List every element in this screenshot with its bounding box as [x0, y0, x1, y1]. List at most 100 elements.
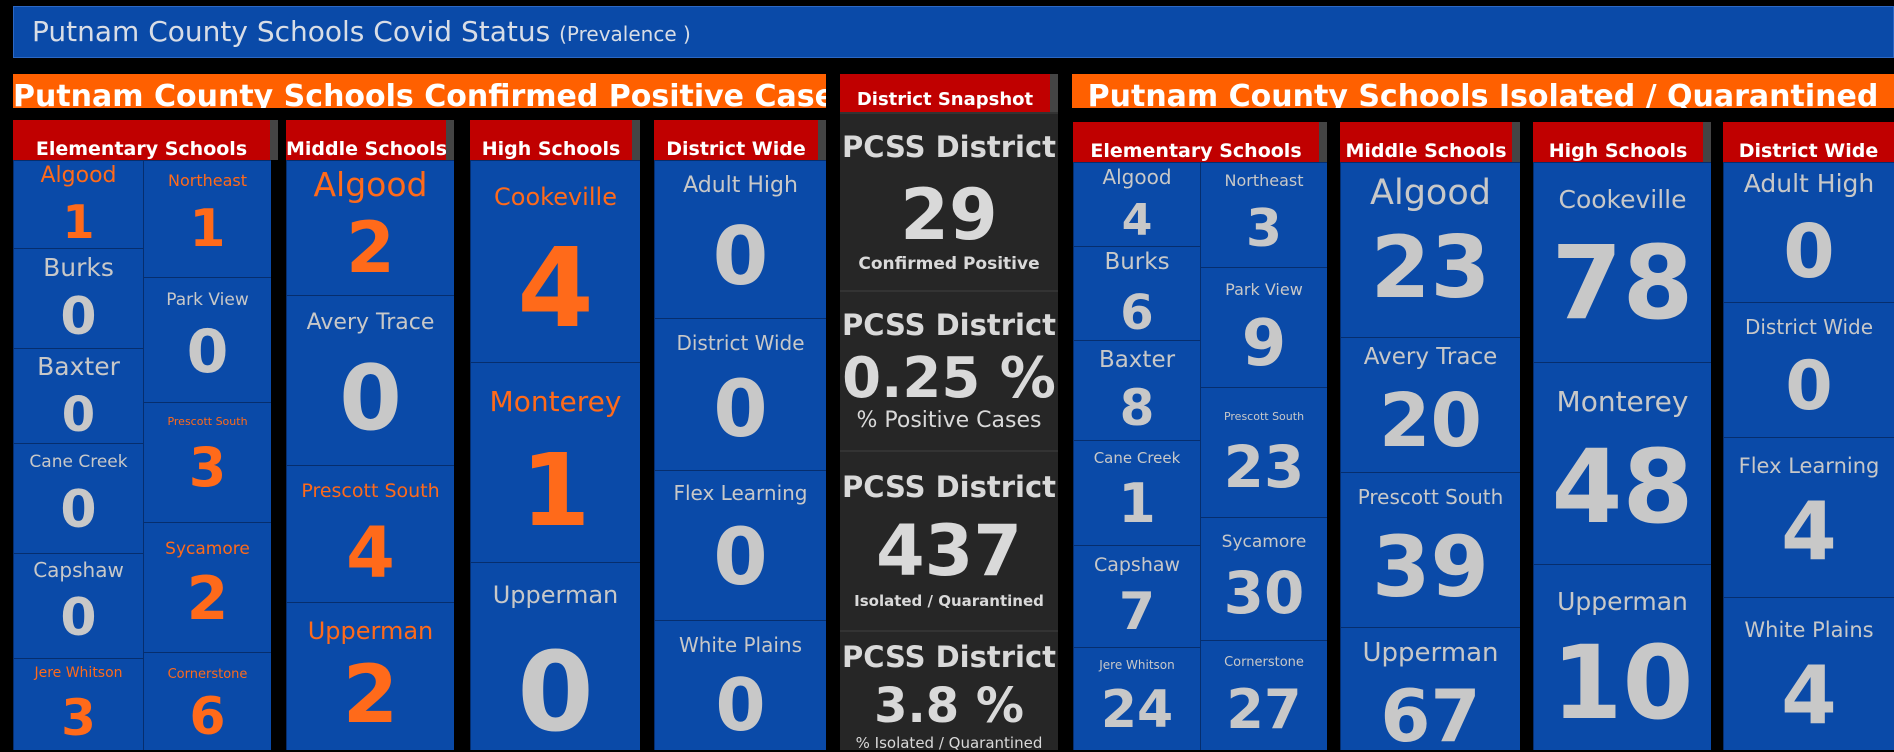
tile-label: Algood [1370, 173, 1491, 213]
positive-tile-baxter: Baxter 0 [13, 348, 143, 443]
snapshot-value: 3.8 % [874, 678, 1024, 734]
tile-label: Cornerstone [1224, 655, 1304, 670]
snapshot-label: % Positive Cases [856, 408, 1042, 433]
tile-label: Prescott South [1223, 410, 1305, 423]
isolated-tile-high-monterey: Monterey 48 [1533, 362, 1711, 564]
snapshot-title: PCSS District [841, 470, 1057, 504]
tile-value: 3 [1245, 199, 1283, 259]
tile-value: 0 [61, 387, 96, 443]
positive-tile-burks: Burks 0 [13, 248, 143, 348]
tile-value: 39 [1372, 518, 1489, 616]
positive-tile-high-monterey: Monterey 1 [470, 362, 640, 562]
positive-tile-adult-high: Adult High 0 [654, 160, 826, 318]
isolated-tile-sycamore: Sycamore 30 [1200, 517, 1327, 640]
positive-tile-cornerstone: Cornerstone 6 [143, 652, 271, 750]
isolated-tile-capshaw: Capshaw 7 [1073, 545, 1200, 647]
tile-value: 7 [1118, 582, 1156, 642]
positive-tile-middle-prescott-south: Prescott South 4 [286, 465, 454, 602]
tile-value: 0 [517, 628, 594, 750]
isolated-tile-northeast: Northeast 3 [1200, 162, 1327, 267]
positive-tile-capshaw: Capshaw 0 [13, 553, 143, 658]
tile-label: Baxter [37, 352, 120, 381]
snapshot-header: District Snapshot [840, 74, 1058, 112]
positive-cases-banner: Putnam County Schools Confirmed Positive… [13, 74, 826, 108]
tile-value: 20 [1379, 378, 1482, 464]
tile-label: Northeast [1224, 171, 1304, 190]
tile-label: Jere Whitson [1099, 658, 1175, 672]
tile-label: Monterey [1556, 385, 1689, 418]
tile-value: 1 [1118, 472, 1156, 535]
snapshot-title: PCSS District [841, 130, 1057, 164]
tile-label: Upperman [307, 617, 434, 645]
positive-header-middle: Middle Schools [286, 120, 454, 160]
tile-value: 4 [1781, 485, 1837, 578]
positive-tile-middle-avery-trace: Avery Trace 0 [286, 295, 454, 465]
dashboard-title-bar: Putnam County Schools Covid Status (Prev… [13, 6, 1894, 58]
isolated-tile-adult-high: Adult High 0 [1723, 162, 1894, 302]
isolated-tile-baxter: Baxter 8 [1073, 340, 1200, 440]
isolated-tile-middle-algood: Algood 23 [1340, 162, 1520, 337]
isolated-tile-flex-learning: Flex Learning 4 [1723, 437, 1894, 597]
snapshot-positive-percent: PCSS District 0.25 % % Positive Cases [840, 290, 1058, 450]
isolated-tile-cane-creek: Cane Creek 1 [1073, 440, 1200, 545]
tile-value: 3 [188, 436, 227, 499]
tile-value: 0 [1785, 347, 1833, 426]
dashboard-subtitle: (Prevalence ) [559, 22, 691, 46]
tile-label: Baxter [1098, 347, 1176, 373]
positive-tile-flex-learning: Flex Learning 0 [654, 470, 826, 620]
tile-label: Prescott South [167, 415, 248, 428]
tile-label: Sycamore [1221, 532, 1307, 552]
isolated-tile-high-upperman: Upperman 10 [1533, 564, 1711, 750]
tile-label: District Wide [676, 331, 805, 355]
tile-label: Burks [1104, 249, 1170, 275]
positive-tile-sycamore: Sycamore 2 [143, 522, 271, 652]
tile-label: Adult High [683, 173, 798, 198]
tile-label: Avery Trace [306, 310, 435, 335]
tile-label: Cane Creek [29, 452, 128, 472]
snapshot-value: 437 [875, 510, 1023, 592]
tile-label: Upperman [1557, 587, 1688, 616]
isolated-tile-high-cookeville: Cookeville 78 [1533, 162, 1711, 362]
positive-tile-white-plains: White Plains 0 [654, 620, 826, 750]
positive-tile-northeast: Northeast 1 [143, 160, 271, 277]
tile-label: Prescott South [1357, 485, 1504, 509]
isolated-tile-district-wide: District Wide 0 [1723, 302, 1894, 437]
snapshot-label: % Isolated / Quarantined [855, 734, 1043, 752]
snapshot-value: 29 [900, 174, 998, 256]
tile-value: 0 [60, 287, 97, 347]
tile-value: 0 [1783, 209, 1835, 295]
isolated-tile-cornerstone: Cornerstone 27 [1200, 640, 1327, 750]
tile-value: 23 [1223, 433, 1305, 501]
isolated-header-district: District Wide [1723, 122, 1894, 162]
isolated-tile-middle-upperman: Upperman 67 [1340, 627, 1520, 750]
tile-label: Cane Creek [1093, 449, 1181, 467]
tile-label: Flex Learning [673, 481, 808, 505]
isolated-header-elementary: Elementary Schools [1073, 122, 1327, 162]
isolated-header-high: High Schools [1533, 122, 1711, 162]
tile-label: Cookeville [494, 183, 617, 211]
tile-value: 4 [1781, 649, 1837, 742]
positive-tile-park-view: Park View 0 [143, 277, 271, 402]
tile-value: 2 [186, 564, 229, 634]
tile-label: Cookeville [1558, 185, 1687, 214]
tile-value: 10 [1551, 624, 1694, 743]
isolated-header-middle: Middle Schools [1340, 122, 1520, 162]
tile-label: Sycamore [165, 539, 250, 559]
snapshot-label: Confirmed Positive [858, 254, 1040, 274]
positive-tile-high-cookeville: Cookeville 4 [470, 160, 640, 362]
isolated-tile-jere-whitson: Jere Whitson 24 [1073, 647, 1200, 750]
tile-label: Park View [1225, 280, 1303, 299]
tile-label: Park View [166, 290, 249, 310]
isolated-tile-burks: Burks 6 [1073, 246, 1200, 340]
tile-value: 0 [60, 480, 97, 540]
tile-label: Flex Learning [1738, 454, 1880, 478]
positive-tile-cane-creek: Cane Creek 0 [13, 443, 143, 553]
tile-label: Upperman [492, 581, 619, 609]
tile-value: 0 [60, 588, 97, 648]
tile-label: Prescott South [301, 480, 440, 502]
isolated-tile-middle-prescott-south: Prescott South 39 [1340, 472, 1520, 627]
isolated-banner: Putnam County Schools Isolated / Quarant… [1072, 74, 1894, 108]
positive-header-high: High Schools [470, 120, 640, 160]
positive-tile-algood: Algood 1 [13, 160, 143, 248]
tile-value: 0 [712, 210, 769, 303]
